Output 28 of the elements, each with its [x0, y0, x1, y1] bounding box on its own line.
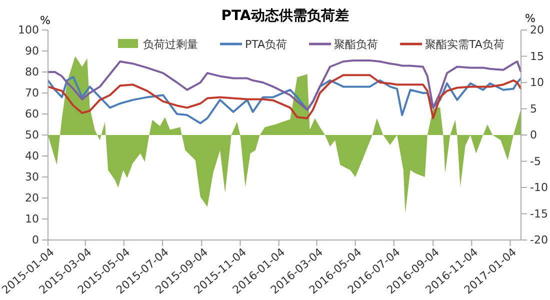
y2-tick-label: -15	[530, 207, 548, 220]
y2-tick-label: 20	[530, 24, 544, 37]
y2-tick-label: 10	[530, 76, 544, 90]
y2-axis-title: %	[525, 12, 536, 25]
y2-tick-label: 0	[530, 128, 537, 142]
y-tick-label: 40	[25, 150, 39, 163]
y2-tick-label: 5	[530, 102, 537, 116]
y2-tick-label: -10	[530, 181, 548, 194]
legend-label: 聚酯负荷	[334, 38, 378, 51]
legend-label: 聚酯实需TA负荷	[425, 38, 504, 51]
y-tick-label: 70	[25, 86, 39, 100]
legend-label: 负荷过剩量	[143, 38, 198, 51]
y-tick-label: 90	[25, 44, 39, 58]
y2-tick-label: -20	[530, 234, 548, 247]
y-tick-label: 10	[25, 212, 39, 226]
y-tick-label: 100	[18, 24, 39, 37]
y-tick-label: 20	[25, 192, 39, 205]
y2-tick-label: -5	[530, 154, 541, 168]
y-tick-label: 30	[25, 170, 39, 184]
legend-label: PTA负荷	[245, 38, 288, 51]
y-tick-label: 80	[25, 66, 39, 79]
line-series	[47, 59, 522, 111]
y-tick-label: 0	[32, 234, 39, 247]
y-axis-title: %	[40, 14, 50, 27]
y-tick-label: 50	[25, 128, 39, 142]
y2-tick-label: 15	[530, 50, 544, 63]
chart-title: PTA动态供需负荷差	[221, 8, 349, 24]
y-tick-label: 60	[25, 108, 39, 121]
